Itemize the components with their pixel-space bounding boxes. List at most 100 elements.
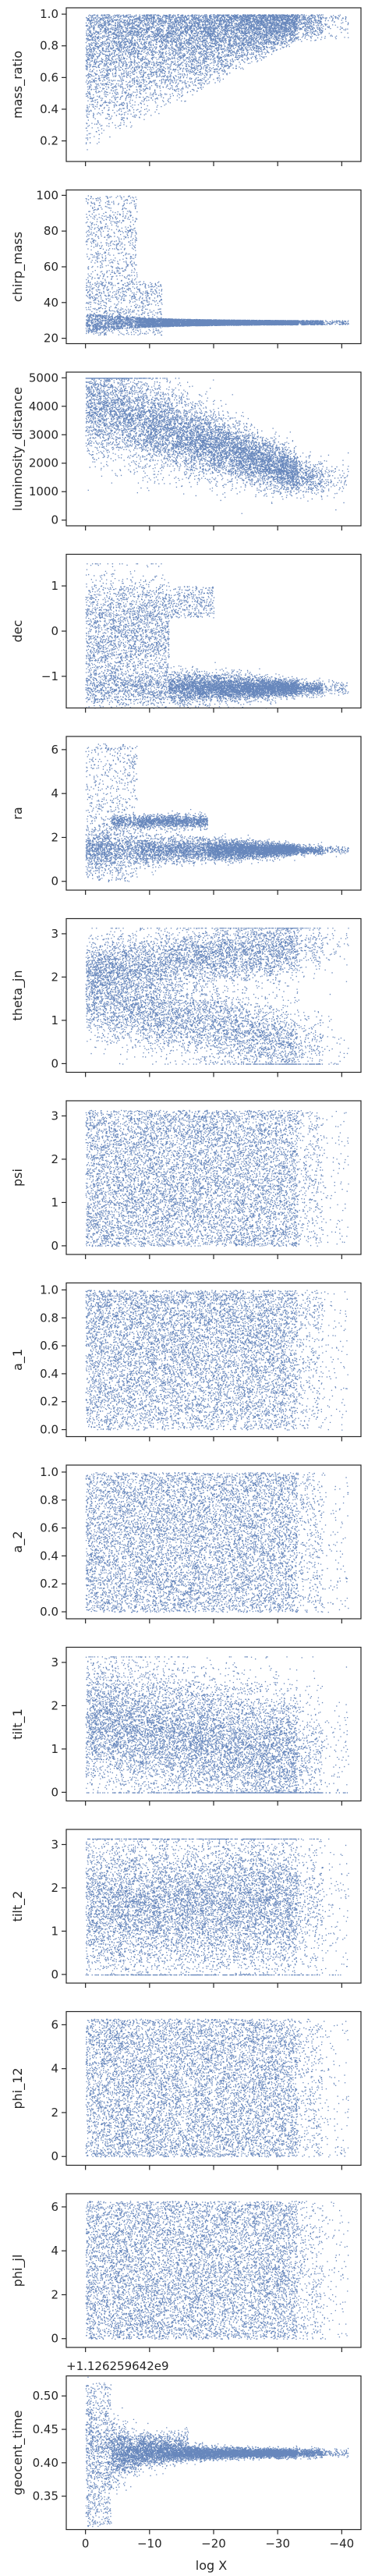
scatter-points [85,1656,349,1794]
y-tick-label: 0 [51,2332,58,2346]
y-tick-label: 0.4 [40,1367,58,1381]
y-tick-label: 4 [51,786,58,800]
subplot-theta-jn: 0 1 2 3 theta_jn [10,917,362,1077]
y-tick-label: 0.2 [40,134,58,148]
y-tick-label: 0 [51,1239,58,1253]
y-tick-label: 2000 [29,456,58,470]
y-axis-label: geocent_time [10,2411,26,2496]
y-axis-label: a_1 [10,1349,26,1371]
y-tick-label: 2 [51,1152,58,1166]
y-tick-label: 0.8 [40,1493,58,1507]
y-tick-label: 0.8 [40,1311,58,1325]
y-tick-label: 1 [51,579,58,593]
y-tick-label: 1 [51,1742,58,1756]
y-axis-label: phi_jl [10,2255,26,2287]
scatter-points [85,928,349,1065]
y-tick-label: 6 [51,2200,58,2214]
y-tick-label: 6 [51,743,58,757]
y-tick-label: 0.6 [40,1339,58,1353]
subplot-a-1: 0.0 0.2 0.4 0.6 0.8 1.0 a_1 [10,1282,362,1442]
subplot-psi: 0 1 2 3 psi [10,1100,362,1259]
y-tick-label: 0.50 [33,2389,58,2403]
x-tick-label: −40 [330,2537,355,2551]
offset-text: +1.126259642e9 [66,2359,169,2373]
scatter-points [85,378,349,514]
subplot-mass-ratio: 0.2 0.4 0.6 0.8 1.0 mass_ratio [10,7,362,166]
y-tick-label: 1.0 [40,7,58,21]
scatter-points [85,743,349,882]
scatter-points [85,2376,349,2528]
y-axis-label: tilt_1 [10,1708,26,1740]
subplot-geocent-time: 0.35 0.40 0.45 0.50 0 −10 −20 −30 −40 geocent_tim… [10,2375,362,2551]
y-tick-label: 2 [51,1881,58,1895]
y-tick-label: 4 [51,2062,58,2076]
subplot-phi-jl: 0 2 4 6 phi_jl [10,2193,362,2352]
y-tick-label: 4 [51,2244,58,2258]
y-tick-label: 1 [51,1013,58,1027]
y-tick-label: 40 [44,296,58,310]
y-tick-label: 1.0 [40,1465,58,1479]
y-tick-label: 0 [51,513,58,527]
subplot-a-2: 0.0 0.2 0.4 0.6 0.8 1.0 a_2 [10,1464,362,1623]
y-tick-label: 0.8 [40,39,58,53]
y-axis-label: luminosity_distance [10,387,26,511]
y-tick-label: 0.45 [33,2422,58,2436]
scatter-points [85,14,349,151]
y-tick-label: 4000 [29,399,58,413]
y-tick-label: 0.6 [40,70,58,84]
y-axis-label: chirp_mass [10,232,26,302]
y-tick-label: 0.35 [33,2489,58,2503]
y-axis-label: psi [10,1169,25,1187]
y-tick-label: 80 [44,224,58,238]
y-tick-label: 1.0 [40,1283,58,1297]
scatter-points [85,1109,349,1247]
y-axis-label: phi_12 [10,2067,26,2109]
x-tick-label: −20 [201,2537,226,2551]
x-tick-label: −10 [137,2537,162,2551]
y-tick-label: 0 [51,1056,58,1070]
y-axis-label: ra [10,807,25,819]
subplot-ra: 0 2 4 6 ra [10,736,362,895]
y-tick-label: 60 [44,260,58,274]
x-tick-label: 0 [82,2537,90,2551]
y-tick-label: 0.6 [40,1521,58,1535]
x-tick-label: −30 [265,2537,290,2551]
y-tick-label: 6 [51,2017,58,2031]
y-tick-label: 0.0 [40,1423,58,1437]
y-axis-label: theta_jn [10,970,26,1021]
y-tick-label: 3 [51,1655,58,1669]
y-tick-label: 0 [51,2149,58,2163]
y-tick-label: 0 [51,875,58,889]
scatter-points [85,1290,348,1431]
y-axis-label: a_2 [10,1531,26,1553]
y-tick-label: 0.4 [40,1549,58,1563]
y-tick-label: 0.2 [40,1395,58,1409]
y-tick-label: 100 [36,188,58,202]
y-tick-label: 2 [51,2106,58,2120]
y-tick-label: 3000 [29,428,58,442]
y-tick-label: 3 [51,1837,58,1851]
x-axis-label: log X [196,2558,227,2573]
subplot-chirp-mass: 20 40 60 80 100 chirp_mass [10,188,362,349]
subplot-tilt-2: 0 1 2 3 tilt_2 [10,1829,362,1988]
y-tick-label: 20 [44,332,58,346]
scatter-points [85,195,349,336]
subplot-tilt-1: 0 1 2 3 tilt_1 [10,1646,362,1806]
scatter-points [85,563,349,709]
y-tick-label: 1 [51,1924,58,1938]
y-tick-label: 1000 [29,484,58,499]
y-tick-label: 0.2 [40,1577,58,1591]
y-tick-label: 0.40 [33,2456,58,2470]
y-tick-label: 3 [51,927,58,941]
y-tick-label: 2 [51,970,58,984]
y-tick-label: 2 [51,2287,58,2301]
scatter-points [85,1838,349,1976]
y-tick-label: 0.4 [40,102,58,116]
y-tick-label: 3 [51,1109,58,1123]
y-tick-label: 2 [51,830,58,844]
y-tick-label: 0 [51,1785,58,1799]
subplot-dec: −1 0 1 dec [10,553,362,713]
y-tick-label: 0 [51,624,58,638]
